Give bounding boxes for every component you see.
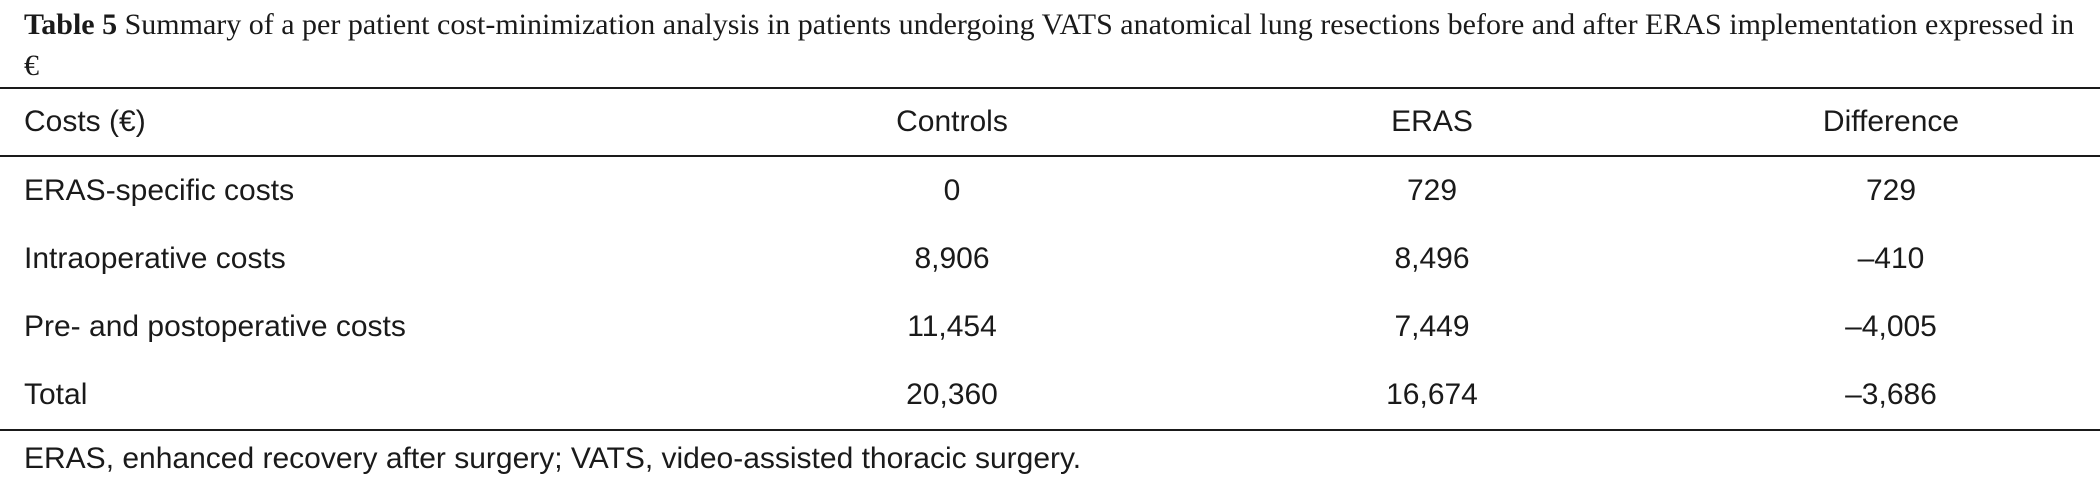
difference-cell: –410 (1857, 242, 1925, 275)
row-label: Pre- and postoperative costs (24, 310, 406, 343)
controls-cell: 20,360 (906, 378, 998, 411)
eras-cell: 16,674 (1386, 378, 1478, 411)
table-footnote: ERAS, enhanced recovery after surgery; V… (24, 442, 1082, 475)
table-caption-label: Table 5 (24, 8, 118, 41)
row-label: Intraoperative costs (24, 242, 286, 275)
table-bottom-rule (0, 429, 2100, 431)
row-label: ERAS-specific costs (24, 174, 295, 207)
table-top-rule (0, 87, 2100, 89)
column-header-controls: Controls (896, 105, 1008, 138)
controls-cell: 0 (943, 174, 961, 207)
table-header-row: Costs (€) Controls ERAS Difference (0, 88, 2100, 156)
controls-cell: 11,454 (907, 310, 997, 343)
table-row: Total 20,360 16,674 –3,686 (0, 361, 2100, 429)
table-header-rule (0, 155, 2100, 157)
table-caption-text: Summary of a per patient cost-minimizati… (24, 8, 2075, 82)
table-caption: Table 5 Summary of a per patient cost-mi… (24, 4, 2084, 86)
eras-cell: 8,496 (1394, 242, 1470, 275)
eras-cell: 7,449 (1394, 310, 1470, 343)
table-row: ERAS-specific costs 0 729 729 (0, 157, 2100, 225)
column-header-eras: ERAS (1391, 105, 1473, 138)
table-row: Pre- and postoperative costs 11,454 7,44… (0, 293, 2100, 361)
row-label: Total (24, 378, 88, 411)
difference-cell: 729 (1865, 174, 1917, 207)
difference-cell: –4,005 (1845, 310, 1937, 343)
difference-cell: –3,686 (1845, 378, 1937, 411)
eras-cell: 729 (1406, 174, 1458, 207)
table-row: Intraoperative costs 8,906 8,496 –410 (0, 225, 2100, 293)
controls-cell: 8,906 (914, 242, 990, 275)
column-header-difference: Difference (1822, 105, 1960, 138)
column-header-costs: Costs (€) (24, 105, 146, 138)
